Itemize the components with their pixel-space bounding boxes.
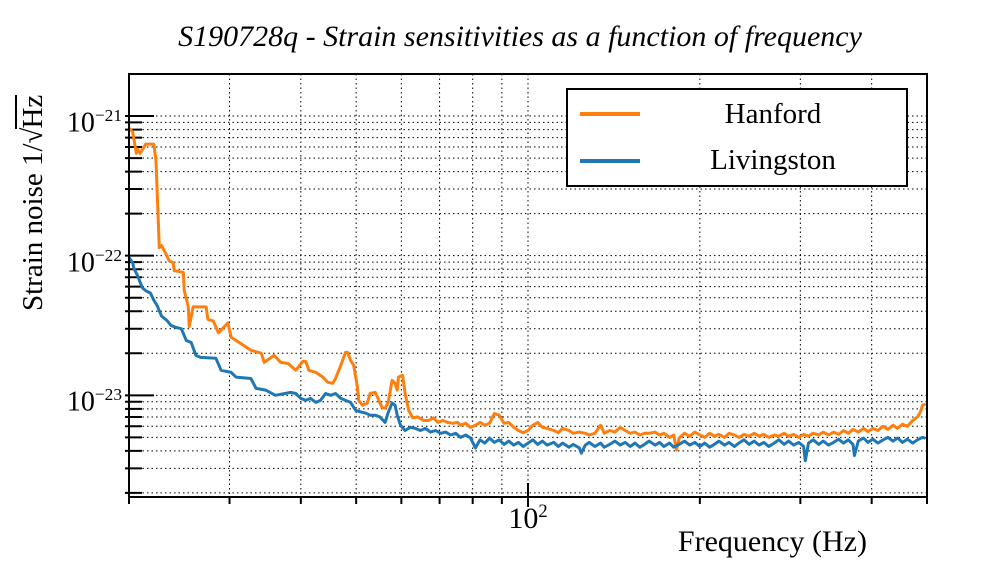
legend: Hanford Livingston [566, 88, 908, 187]
chart-title: S190728q - Strain sensitivities as a fun… [178, 20, 862, 53]
x-tick-label-100: 102 [508, 501, 548, 535]
hanford-line-swatch [580, 112, 640, 117]
legend-item-livingston: Livingston [568, 139, 906, 183]
legend-label-hanford: Hanford [724, 97, 822, 130]
y-tick-label-1e-22: 10−22 [66, 246, 122, 279]
y-axis-title: Strain noise 1/√Hz [15, 94, 50, 311]
plot-frame [128, 73, 928, 498]
y-axis-title-prefix: Strain noise 1/ [17, 143, 49, 311]
livingston-line-swatch [580, 158, 640, 163]
x-axis-title: Frequency (Hz) [677, 525, 867, 558]
sqrt-symbol: √ [17, 127, 49, 144]
livingston-curve [129, 256, 926, 463]
legend-label-livingston: Livingston [710, 144, 836, 177]
y-tick-label-1e-23: 10−23 [66, 385, 122, 418]
hanford-curve [129, 126, 926, 452]
y-axis-title-radicand: Hz [15, 94, 49, 129]
legend-item-hanford: Hanford [568, 92, 906, 136]
y-tick-label-1e-21: 10−21 [66, 106, 122, 139]
